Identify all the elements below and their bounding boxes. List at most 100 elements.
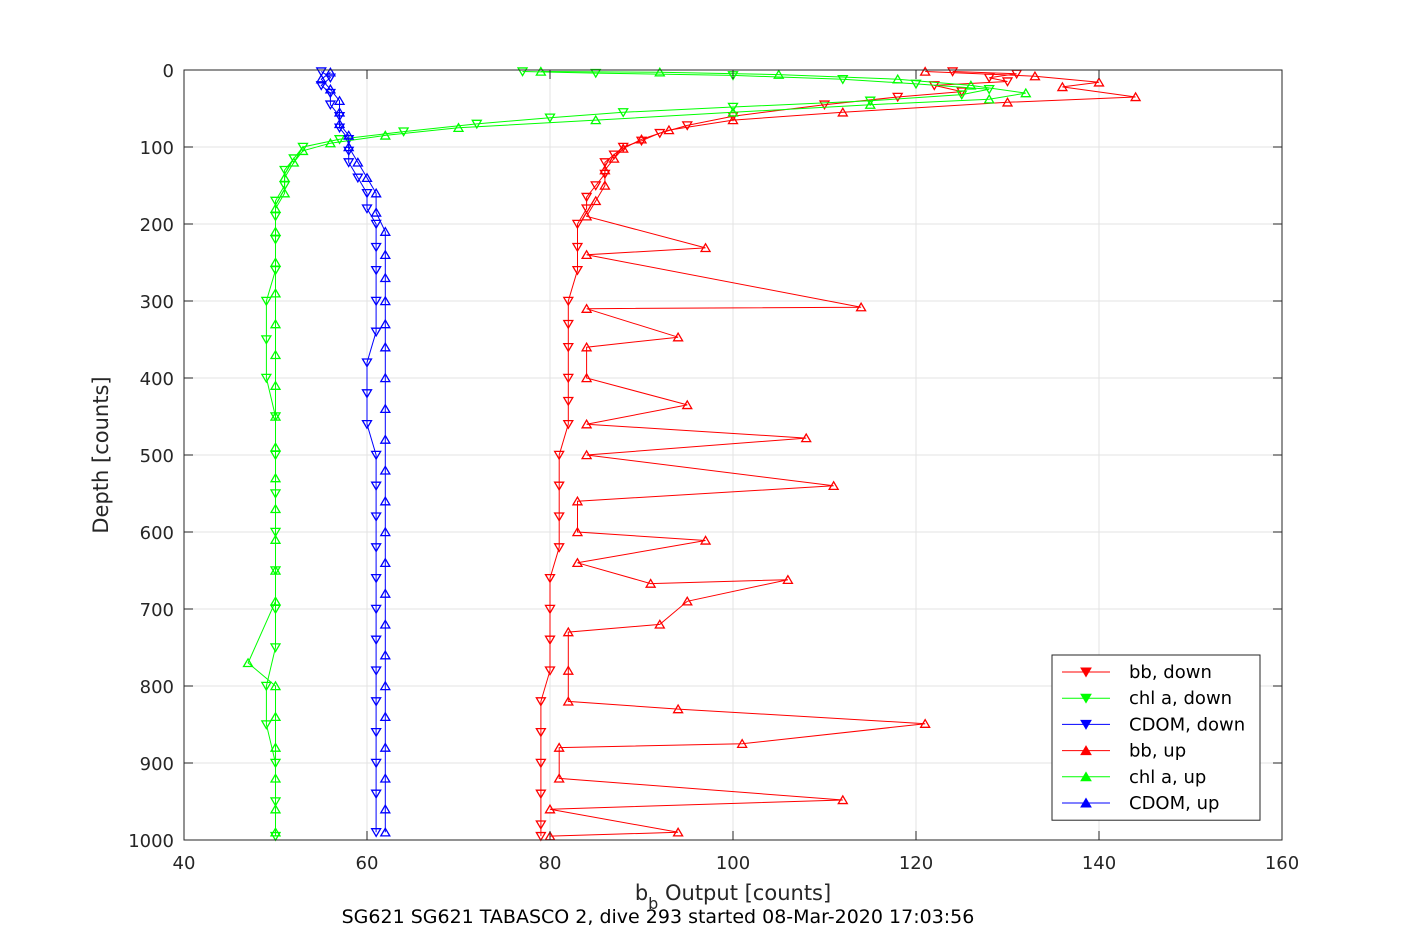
data-point — [370, 512, 382, 522]
data-point — [553, 481, 565, 492]
data-point — [269, 226, 282, 236]
data-point — [599, 164, 611, 175]
data-point — [297, 145, 309, 156]
data-point — [736, 738, 748, 748]
data-point — [333, 135, 346, 145]
data-point — [370, 219, 382, 230]
x-tick-label: 60 — [356, 853, 379, 874]
data-point — [590, 114, 602, 125]
legend-marker — [1080, 719, 1092, 730]
data-point — [562, 696, 574, 706]
data-point — [590, 181, 602, 191]
data-point — [1129, 91, 1142, 102]
data-point — [837, 74, 849, 85]
data-point — [379, 742, 391, 752]
data-point — [727, 107, 739, 117]
x-tick-label: 80 — [539, 853, 562, 874]
data-point — [553, 742, 565, 752]
data-point — [580, 210, 593, 221]
x-axis-label-b: b — [635, 881, 648, 905]
y-tick-label: 700 — [140, 600, 174, 621]
data-point — [361, 358, 373, 368]
series-line — [549, 71, 1136, 837]
data-point — [892, 92, 904, 103]
x-axis-label: bb Output [counts] — [635, 881, 831, 913]
data-point — [571, 219, 584, 230]
data-point — [324, 66, 337, 77]
data-point — [269, 680, 282, 691]
data-point — [727, 114, 739, 125]
data-point — [562, 626, 574, 637]
data-point — [379, 272, 391, 283]
data-point — [352, 173, 364, 184]
series-line — [320, 71, 386, 833]
legend-label: chl a, up — [1129, 767, 1206, 788]
data-point — [699, 242, 712, 253]
data-point — [269, 411, 282, 421]
chart-caption: SG621 SG621 TABASCO 2, dive 293 started … — [342, 906, 975, 928]
y-tick-label: 300 — [140, 292, 174, 313]
x-tick-label: 140 — [1082, 853, 1116, 874]
data-point — [828, 480, 840, 491]
data-point — [553, 512, 565, 522]
data-point — [654, 66, 666, 77]
legend-box — [1051, 654, 1261, 821]
data-point — [370, 207, 382, 217]
x-tick-label: 120 — [899, 853, 933, 874]
data-point — [608, 150, 620, 161]
data-point — [553, 450, 565, 461]
data-point — [681, 121, 693, 131]
data-point — [580, 303, 593, 313]
data-point — [983, 85, 995, 95]
series-4 — [242, 66, 1032, 837]
data-point — [370, 543, 382, 553]
data-point — [654, 128, 666, 139]
data-point — [535, 66, 547, 76]
legend-label: bb, up — [1129, 741, 1186, 762]
data-point — [297, 142, 309, 153]
data-point — [599, 158, 611, 168]
data-point — [370, 666, 382, 676]
data-point — [727, 102, 739, 113]
data-point — [571, 242, 584, 253]
data-point — [379, 680, 391, 691]
data-point — [343, 158, 355, 168]
data-point — [269, 472, 282, 483]
data-point — [864, 96, 876, 107]
data-point — [361, 188, 373, 199]
legend-marker — [1080, 771, 1092, 782]
data-point — [379, 465, 391, 475]
data-point — [1093, 76, 1105, 87]
legend-entry: CDOM, up — [1062, 793, 1219, 814]
data-point — [260, 720, 272, 730]
data-point — [635, 136, 648, 147]
legend-marker — [1080, 667, 1092, 678]
data-point — [983, 93, 995, 104]
data-point — [370, 327, 382, 338]
data-point — [370, 727, 382, 738]
data-point — [269, 803, 282, 814]
data-point — [269, 742, 282, 752]
data-point — [315, 73, 327, 84]
data-point — [370, 697, 382, 707]
data-point — [242, 657, 254, 668]
data-point — [288, 157, 300, 167]
y-tick-label: 400 — [140, 369, 174, 390]
data-point — [361, 419, 373, 430]
data-point — [837, 794, 849, 805]
data-point — [370, 187, 382, 198]
data-point — [269, 257, 282, 267]
series-3 — [544, 66, 1142, 841]
data-point — [361, 389, 373, 399]
data-point — [379, 130, 391, 140]
data-point — [782, 574, 794, 584]
data-point — [370, 758, 382, 769]
data-point — [892, 73, 904, 84]
data-point — [919, 66, 931, 76]
data-point — [535, 758, 547, 769]
data-point — [699, 535, 712, 545]
legend-label: CDOM, up — [1129, 793, 1219, 814]
data-point — [1020, 87, 1032, 98]
data-point — [535, 789, 547, 800]
data-point — [672, 826, 684, 837]
